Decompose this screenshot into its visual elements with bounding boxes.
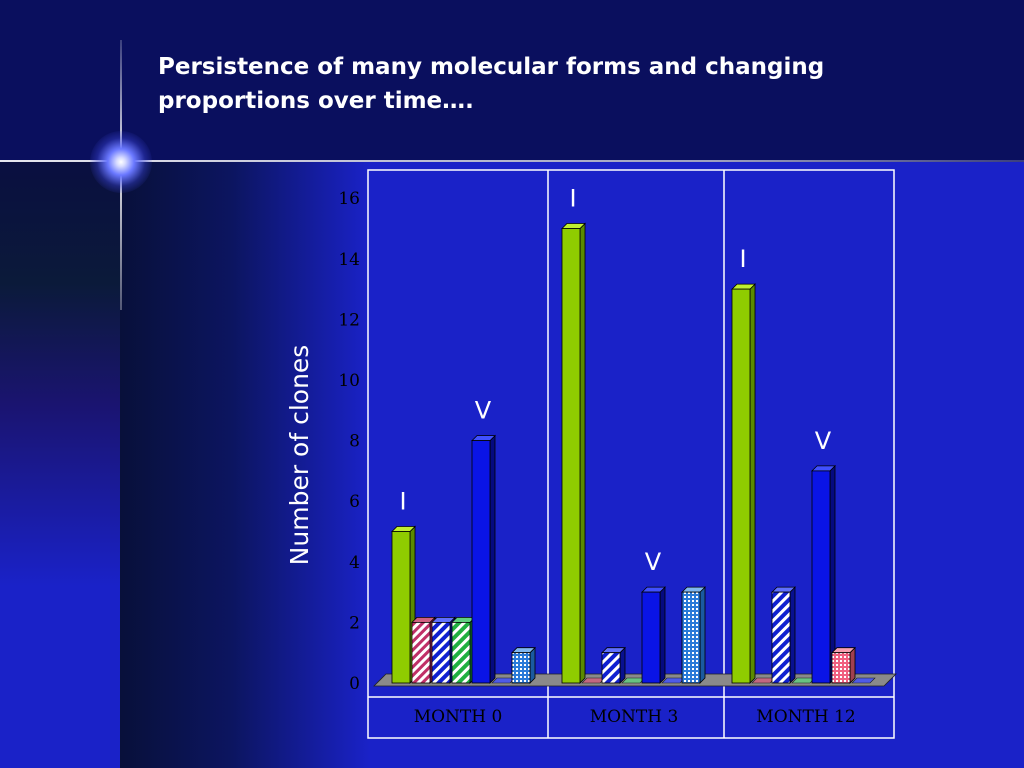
bar-annotation-label: V xyxy=(645,548,662,576)
y-tick-label: 0 xyxy=(349,674,360,694)
star-glow-icon xyxy=(90,131,152,193)
x-category-labels: MONTH 0 MONTH 3 MONTH 12 xyxy=(414,707,856,727)
x-category-label: MONTH 3 xyxy=(590,707,679,727)
slide-title-line-1: Persistence of many molecular forms and … xyxy=(158,54,825,80)
bar-annotations: I V I V I V xyxy=(399,185,831,577)
y-tick-label: 10 xyxy=(338,371,360,391)
bar xyxy=(851,677,876,684)
bar-annotation-label: V xyxy=(815,427,832,455)
bar xyxy=(731,283,756,684)
slide-header-band xyxy=(0,0,1024,162)
bar-annotation-label: I xyxy=(739,245,746,273)
slide-mid-band xyxy=(120,162,370,768)
bar-annotation-label: I xyxy=(399,488,406,516)
y-tick-labels: 0 2 4 6 8 10 12 14 16 xyxy=(338,189,360,694)
bar xyxy=(451,616,476,684)
y-tick-label: 2 xyxy=(349,613,360,633)
slide-left-band xyxy=(0,162,120,768)
y-tick-label: 16 xyxy=(338,189,360,209)
bar xyxy=(471,434,496,684)
bar xyxy=(601,646,626,684)
bar-annotation-label: V xyxy=(475,397,492,425)
y-tick-label: 6 xyxy=(349,492,360,512)
bar-series xyxy=(391,222,876,684)
slide-title-line-2: proportions over time…. xyxy=(158,88,474,114)
y-tick-label: 12 xyxy=(338,310,360,330)
x-category-label: MONTH 0 xyxy=(414,707,503,727)
decorative-horizontal-line xyxy=(0,160,1024,162)
chart-frame xyxy=(367,169,895,739)
bar xyxy=(831,646,856,684)
y-tick-label: 14 xyxy=(338,250,360,270)
y-axis-label: Number of clones xyxy=(285,345,314,566)
bar xyxy=(561,222,586,684)
bar-annotation-label: I xyxy=(569,185,576,213)
bar xyxy=(681,586,706,684)
bar xyxy=(391,525,416,684)
bar xyxy=(511,646,536,684)
bar xyxy=(641,586,666,684)
bar xyxy=(411,616,436,684)
bar xyxy=(431,616,456,684)
y-tick-label: 4 xyxy=(349,553,360,573)
slide-title: Persistence of many molecular forms and … xyxy=(158,50,918,118)
bar xyxy=(811,464,836,684)
bar xyxy=(771,586,796,684)
y-tick-label: 8 xyxy=(349,432,360,452)
x-category-label: MONTH 12 xyxy=(756,707,855,727)
